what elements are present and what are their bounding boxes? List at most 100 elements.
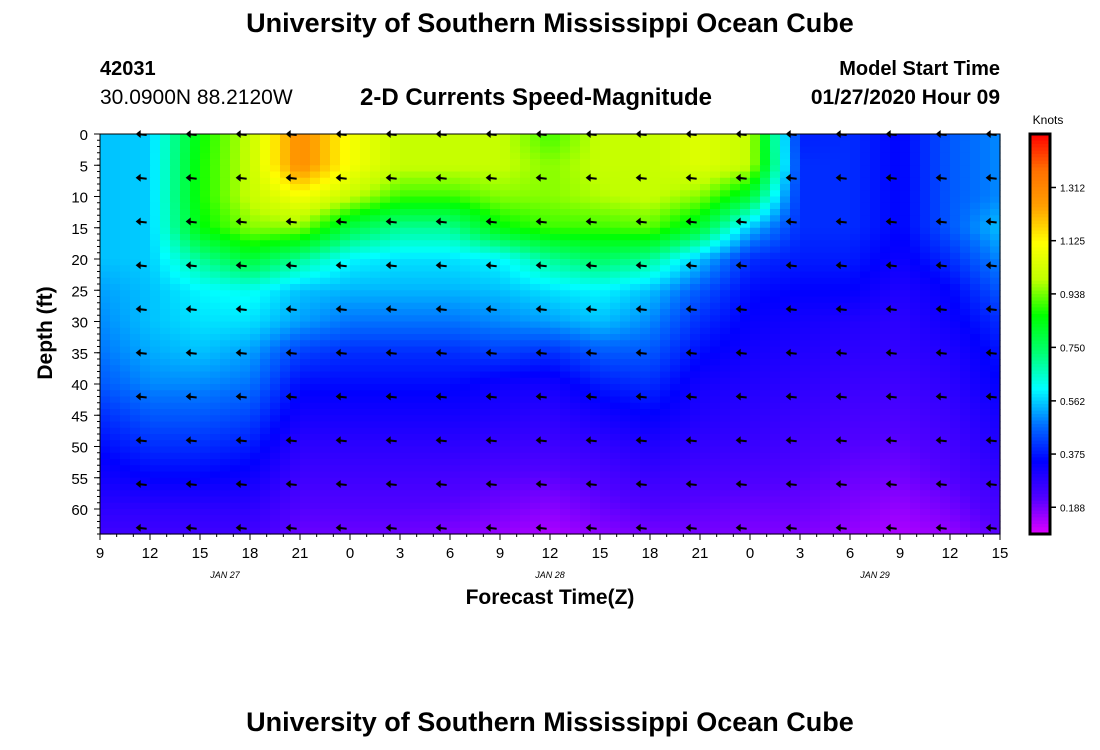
heatmap-cell: [110, 171, 121, 179]
heatmap-cell: [150, 246, 161, 254]
heatmap-cell: [550, 152, 561, 160]
heatmap-cell: [370, 415, 381, 423]
heatmap-cell: [430, 390, 441, 398]
heatmap-cell: [610, 340, 621, 348]
heatmap-cell: [750, 134, 761, 141]
heatmap-cell: [440, 134, 451, 141]
heatmap-cell: [630, 334, 641, 341]
heatmap-cell: [460, 390, 471, 398]
heatmap-cell: [810, 377, 821, 385]
heatmap-cell: [720, 327, 731, 335]
heatmap-cell: [190, 159, 201, 166]
heatmap-cell: [790, 265, 801, 273]
heatmap-cell: [400, 284, 411, 291]
heatmap-cell: [470, 477, 481, 485]
heatmap-cell: [660, 327, 671, 335]
heatmap-cell: [660, 371, 671, 379]
heatmap-cell: [120, 365, 131, 373]
heatmap-cell: [250, 471, 261, 479]
heatmap-cell: [710, 440, 721, 448]
heatmap-cell: [860, 359, 871, 366]
heatmap-cell: [870, 177, 881, 185]
heatmap-cell: [560, 440, 571, 448]
heatmap-cell: [180, 390, 191, 398]
heatmap-cell: [340, 427, 351, 435]
heatmap-cell: [260, 177, 271, 185]
heatmap-cell: [190, 296, 201, 304]
heatmap-cell: [370, 271, 381, 279]
heatmap-cell: [100, 171, 111, 179]
heatmap-cell: [340, 384, 351, 391]
heatmap-cell: [410, 152, 421, 160]
heatmap-cell: [410, 371, 421, 379]
heatmap-cell: [110, 309, 121, 316]
heatmap-cell: [980, 402, 991, 410]
heatmap-cell: [970, 290, 981, 298]
heatmap-cell: [720, 396, 731, 404]
heatmap-cell: [280, 352, 291, 360]
heatmap-cell: [170, 471, 181, 479]
heatmap-cell: [150, 140, 161, 148]
heatmap-cell: [470, 359, 481, 366]
heatmap-cell: [770, 227, 781, 235]
heatmap-cell: [370, 471, 381, 479]
heatmap-cell: [520, 246, 531, 254]
heatmap-cell: [160, 146, 171, 154]
heatmap-cell: [640, 365, 651, 373]
heatmap-cell: [420, 246, 431, 254]
heatmap-cell: [460, 340, 471, 348]
heatmap-cell: [890, 384, 901, 391]
heatmap-cell: [780, 190, 791, 198]
heatmap-cell: [240, 340, 251, 348]
heatmap-cell: [540, 309, 551, 316]
heatmap-cell: [960, 259, 971, 266]
heatmap-cell: [700, 434, 711, 441]
heatmap-cell: [630, 196, 641, 204]
heatmap-cell: [280, 177, 291, 185]
heatmap-cell: [140, 396, 151, 404]
heatmap-cell: [610, 165, 621, 173]
heatmap-cell: [610, 315, 621, 323]
heatmap-cell: [830, 190, 841, 198]
heatmap-cell: [990, 465, 1001, 473]
heatmap-cell: [680, 409, 691, 416]
heatmap-cell: [590, 190, 601, 198]
heatmap-cell: [320, 434, 331, 441]
heatmap-cell: [800, 290, 811, 298]
heatmap-cell: [990, 327, 1001, 335]
heatmap-cell: [480, 140, 491, 148]
heatmap-cell: [200, 209, 211, 216]
heatmap-cell: [360, 259, 371, 266]
heatmap-cell: [650, 296, 661, 304]
heatmap-cell: [790, 177, 801, 185]
heatmap-cell: [480, 359, 491, 366]
heatmap-cell: [780, 202, 791, 210]
heatmap-cell: [650, 315, 661, 323]
heatmap-cell: [850, 259, 861, 266]
heatmap-cell: [420, 221, 431, 229]
heatmap-cell: [520, 134, 531, 141]
heatmap-cell: [380, 277, 391, 285]
heatmap-cell: [520, 152, 531, 160]
heatmap-cell: [260, 465, 271, 473]
heatmap-cell: [160, 446, 171, 454]
heatmap-cell: [400, 377, 411, 385]
heatmap-cell: [480, 477, 491, 485]
heatmap-cell: [520, 340, 531, 348]
heatmap-cell: [130, 202, 141, 210]
heatmap-cell: [340, 334, 351, 341]
heatmap-cell: [170, 327, 181, 335]
heatmap-cell: [330, 409, 341, 416]
heatmap-cell: [500, 327, 511, 335]
heatmap-cell: [990, 371, 1001, 379]
heatmap-cell: [720, 459, 731, 466]
heatmap-cell: [940, 134, 951, 141]
heatmap-cell: [580, 296, 591, 304]
heatmap-cell: [730, 315, 741, 323]
heatmap-cell: [240, 296, 251, 304]
heatmap-cell: [440, 259, 451, 266]
heatmap-cell: [450, 321, 461, 329]
heatmap-cell: [950, 440, 961, 448]
heatmap-cell: [170, 302, 181, 310]
heatmap-cell: [500, 346, 511, 354]
